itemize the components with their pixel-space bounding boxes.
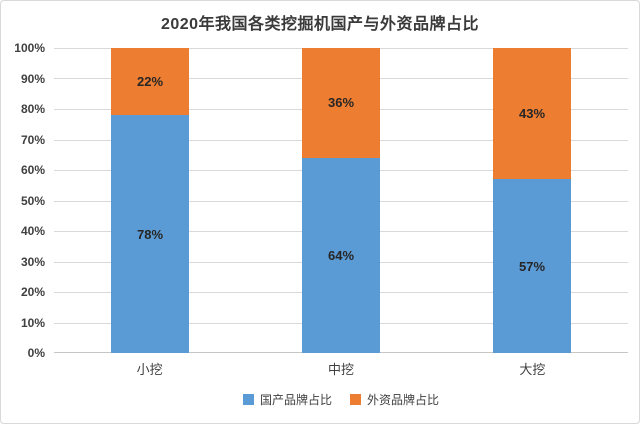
- data-label: 78%: [136, 226, 164, 242]
- bar-segment-中挖-外资品牌占比: 36%: [302, 48, 380, 158]
- y-axis-tick-label: 70%: [20, 132, 45, 147]
- bar-segment-大挖-外资品牌占比: 43%: [493, 48, 571, 180]
- y-axis-tick-label: 40%: [20, 224, 45, 238]
- y-axis-tick-label: 90%: [20, 71, 45, 86]
- legend-item-foreign: 外资品牌占比: [350, 391, 439, 408]
- y-axis-tick-label: 20%: [20, 285, 45, 299]
- x-axis-category-label: 中挖: [327, 362, 354, 377]
- x-axis-category-label: 小挖: [136, 362, 163, 377]
- y-axis-tick-label: 10%: [20, 315, 45, 330]
- data-label: 22%: [136, 74, 164, 90]
- legend-swatch-foreign: [350, 394, 361, 405]
- y-axis-tick-label: 0%: [27, 346, 45, 360]
- data-label: 43%: [518, 106, 546, 122]
- bar-segment-大挖-国产品牌占比: 57%: [493, 179, 571, 353]
- legend-label-foreign: 外资品牌占比: [367, 393, 440, 407]
- y-axis-tick-label: 30%: [20, 254, 45, 269]
- y-axis-tick-label: 100%: [14, 41, 45, 55]
- plot-area: 78% 22% 64% 36% 57% 43%: [54, 48, 628, 353]
- chart-title: 2020年我国各类挖掘机国产与外资品牌占比: [160, 16, 480, 33]
- data-label: 36%: [327, 95, 355, 111]
- y-axis-tick-label: 50%: [20, 193, 45, 208]
- bar-segment-小挖-国产品牌占比: 78%: [111, 115, 189, 353]
- x-axis-category-label: 大挖: [519, 362, 546, 377]
- data-label: 57%: [518, 258, 546, 274]
- legend: 国产品牌占比 外资品牌占比: [54, 391, 628, 408]
- bar-segment-中挖-国产品牌占比: 64%: [302, 157, 380, 353]
- data-label: 64%: [327, 247, 355, 263]
- bar-segment-小挖-外资品牌占比: 22%: [111, 48, 189, 116]
- legend-label-domestic: 国产品牌占比: [259, 393, 332, 407]
- y-axis-tick-label: 80%: [20, 102, 45, 116]
- y-axis-tick-label: 60%: [20, 163, 45, 177]
- legend-swatch-domestic: [242, 394, 254, 405]
- legend-item-domestic: 国产品牌占比: [242, 391, 332, 408]
